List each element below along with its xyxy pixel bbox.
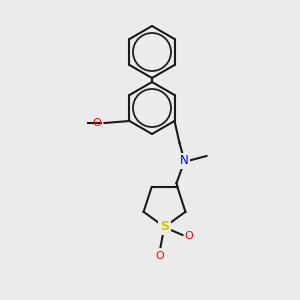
Text: S: S (160, 220, 169, 233)
Text: O: O (93, 118, 101, 128)
Text: O: O (155, 251, 164, 261)
Text: O: O (184, 231, 193, 241)
Text: N: N (180, 154, 189, 167)
